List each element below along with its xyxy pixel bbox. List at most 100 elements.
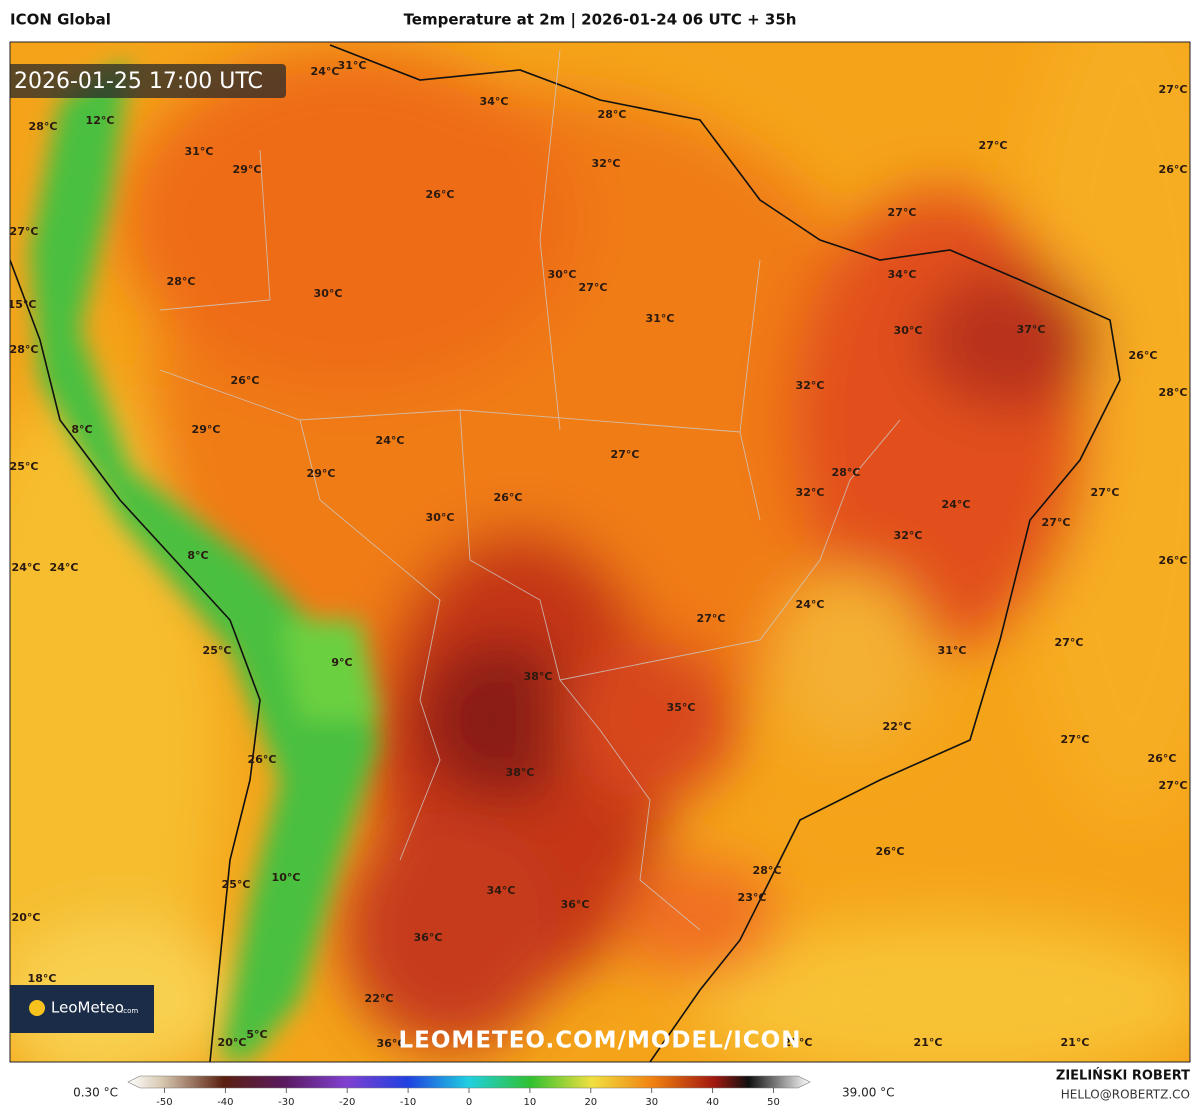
logo-suffix: .com xyxy=(121,1007,138,1015)
temp-label: 37°C xyxy=(1017,323,1046,336)
temp-label: 27°C xyxy=(611,448,640,461)
temp-label: 24°C xyxy=(311,65,340,78)
temp-label: 32°C xyxy=(796,379,825,392)
temp-label: 26°C xyxy=(1159,163,1188,176)
colorbar-tick-label: 20 xyxy=(584,1097,597,1108)
temp-label: 30°C xyxy=(548,268,577,281)
temp-label: 34°C xyxy=(888,268,917,281)
temp-label: 28°C xyxy=(10,343,39,356)
temp-label: 24°C xyxy=(50,561,79,574)
temp-label: 26°C xyxy=(231,374,260,387)
temp-label: 25°C xyxy=(203,644,232,657)
temp-label: 26°C xyxy=(1159,554,1188,567)
temp-label: 27°C xyxy=(579,281,608,294)
temp-label: 21°C xyxy=(914,1036,943,1049)
temp-label: 27°C xyxy=(697,612,726,625)
temp-label: 30°C xyxy=(314,287,343,300)
temp-label: 34°C xyxy=(480,95,509,108)
colorbar-min: 0.30 °C xyxy=(73,1086,118,1100)
map-title: Temperature at 2m | 2026-01-24 06 UTC + … xyxy=(404,11,797,30)
temp-label: 27°C xyxy=(1091,486,1120,499)
temp-label: 27°C xyxy=(10,225,39,238)
temp-label: 32°C xyxy=(592,157,621,170)
logo-sun xyxy=(29,1000,45,1016)
temp-label: 32°C xyxy=(894,529,923,542)
model-name: ICON Global xyxy=(10,11,111,29)
temp-label: 24°C xyxy=(796,598,825,611)
colorbar-tick-label: 40 xyxy=(706,1097,719,1108)
temperature-labels: 24°C31°C34°C28°C12°C28°C27°C31°C32°C29°C… xyxy=(8,59,1188,1050)
temp-label: 27°C xyxy=(1055,636,1084,649)
map-frame xyxy=(9,41,1191,1063)
contact: HELLO@ROBERTZ.CO xyxy=(1061,1088,1190,1102)
temp-label: 36°C xyxy=(414,931,443,944)
temp-label: 15°C xyxy=(8,298,37,311)
temp-label: 29°C xyxy=(233,163,262,176)
temp-label: 26°C xyxy=(248,753,277,766)
temp-label: 24°C xyxy=(376,434,405,447)
temp-label: 31°C xyxy=(185,145,214,158)
temp-label: 31°C xyxy=(646,312,675,325)
temp-label: 20°C xyxy=(218,1036,247,1049)
temp-label: 18°C xyxy=(28,972,57,985)
colorbar xyxy=(127,1075,811,1089)
temp-label: 9°C xyxy=(331,656,352,669)
temp-label: 24°C xyxy=(12,561,41,574)
temp-label: 23°C xyxy=(738,891,767,904)
temp-label: 30°C xyxy=(894,324,923,337)
logo-name: LeoMeteo xyxy=(51,999,124,1017)
temp-label: 27°C xyxy=(1159,779,1188,792)
temp-label: 5°C xyxy=(246,1028,267,1041)
temp-label: 35°C xyxy=(667,701,696,714)
temp-label: 22°C xyxy=(784,1036,813,1049)
temp-label: 8°C xyxy=(187,549,208,562)
colorbar-tick-label: -30 xyxy=(278,1097,294,1108)
temp-label: 26°C xyxy=(1129,349,1158,362)
temp-label: 31°C xyxy=(938,644,967,657)
temp-label: 28°C xyxy=(598,108,627,121)
temp-label: 27°C xyxy=(1061,733,1090,746)
temp-label: 34°C xyxy=(487,884,516,897)
temp-label: 29°C xyxy=(192,423,221,436)
temp-label: 31°C xyxy=(338,59,367,72)
temp-label: 10°C xyxy=(272,871,301,884)
valid-time: 2026-01-25 17:00 UTC xyxy=(14,69,263,94)
temp-label: 27°C xyxy=(979,139,1008,152)
temp-label: 28°C xyxy=(29,120,58,133)
colorbar-tick-label: 30 xyxy=(645,1097,658,1108)
temp-label: 25°C xyxy=(10,460,39,473)
time-box xyxy=(10,64,286,98)
temp-label: 32°C xyxy=(796,486,825,499)
temp-label: 8°C xyxy=(71,423,92,436)
colorbar-ticks: -50 -40 -30 -20 -10 0 10 20 30 40 50 xyxy=(156,1088,780,1108)
colorbar-tick-label: -50 xyxy=(156,1097,172,1108)
temp-label: 27°C xyxy=(888,206,917,219)
temp-label: 21°C xyxy=(1061,1036,1090,1049)
temp-label: 38°C xyxy=(524,670,553,683)
colorbar-max: 39.00 °C xyxy=(842,1086,895,1100)
temp-label: 22°C xyxy=(365,992,394,1005)
temp-label: 24°C xyxy=(942,498,971,511)
colorbar-tick-label: -10 xyxy=(400,1097,416,1108)
temp-label: 38°C xyxy=(506,766,535,779)
temp-label: 20°C xyxy=(12,911,41,924)
temp-label: 28°C xyxy=(1159,386,1188,399)
watermark: LEOMETEO.COM/MODEL/ICON xyxy=(399,1028,802,1054)
temp-label: 29°C xyxy=(307,467,336,480)
temp-label: 28°C xyxy=(753,864,782,877)
temp-label: 27°C xyxy=(1159,83,1188,96)
temp-label: 36°C xyxy=(561,898,590,911)
colorbar-tick-label: 0 xyxy=(466,1097,472,1108)
temp-label: 25°C xyxy=(222,878,251,891)
temp-label: 12°C xyxy=(86,114,115,127)
temp-label: 28°C xyxy=(832,466,861,479)
colorbar-tick-label: -20 xyxy=(339,1097,355,1108)
temp-label: 26°C xyxy=(1148,752,1177,765)
temp-label: 30°C xyxy=(426,511,455,524)
temp-label: 28°C xyxy=(167,275,196,288)
colorbar-tick-label: -40 xyxy=(217,1097,233,1108)
colorbar-tick-label: 50 xyxy=(767,1097,780,1108)
temp-label: 26°C xyxy=(876,845,905,858)
